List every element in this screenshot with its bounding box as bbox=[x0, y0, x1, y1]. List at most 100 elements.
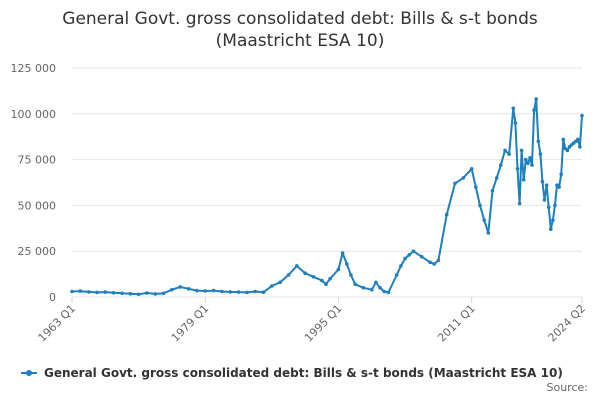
data-point[interactable] bbox=[557, 185, 561, 189]
legend-point-marker bbox=[26, 370, 32, 376]
data-point[interactable] bbox=[436, 258, 441, 263]
data-point[interactable] bbox=[474, 185, 478, 189]
data-point[interactable] bbox=[559, 172, 563, 177]
legend[interactable]: General Govt. gross consolidated debt: B… bbox=[21, 366, 563, 380]
data-point[interactable] bbox=[532, 108, 536, 112]
data-point[interactable] bbox=[324, 282, 328, 287]
data-point[interactable] bbox=[530, 163, 534, 167]
data-point[interactable] bbox=[145, 291, 149, 295]
data-point[interactable] bbox=[538, 152, 543, 156]
data-point[interactable] bbox=[303, 271, 307, 276]
data-point[interactable] bbox=[524, 157, 528, 162]
data-point[interactable] bbox=[111, 291, 116, 295]
data-point[interactable] bbox=[544, 183, 549, 187]
data-point[interactable] bbox=[203, 289, 207, 293]
data-point[interactable] bbox=[528, 156, 532, 160]
data-point[interactable] bbox=[161, 291, 166, 296]
data-point[interactable] bbox=[580, 113, 584, 118]
data-point[interactable] bbox=[186, 287, 191, 291]
data-point[interactable] bbox=[461, 176, 466, 180]
data-point[interactable] bbox=[382, 289, 387, 294]
data-point[interactable] bbox=[103, 290, 108, 294]
data-point[interactable] bbox=[295, 264, 299, 268]
data-point[interactable] bbox=[432, 262, 437, 266]
data-point[interactable] bbox=[494, 176, 499, 180]
data-point[interactable] bbox=[453, 181, 457, 186]
data-point[interactable] bbox=[128, 291, 133, 296]
data-point[interactable] bbox=[542, 198, 547, 202]
data-point[interactable] bbox=[419, 254, 424, 259]
data-point[interactable] bbox=[349, 273, 353, 277]
data-point[interactable] bbox=[220, 289, 224, 294]
data-point[interactable] bbox=[490, 188, 495, 193]
data-point[interactable] bbox=[549, 227, 553, 231]
data-point[interactable] bbox=[517, 201, 522, 206]
x-tick-label: 1963 Q1 bbox=[36, 302, 79, 345]
data-point[interactable] bbox=[70, 289, 74, 294]
data-point[interactable] bbox=[340, 251, 345, 255]
data-point[interactable] bbox=[507, 152, 511, 156]
data-point[interactable] bbox=[399, 264, 403, 268]
data-point[interactable] bbox=[515, 167, 520, 171]
data-point[interactable] bbox=[253, 289, 257, 294]
data-point[interactable] bbox=[361, 286, 366, 290]
data-point[interactable] bbox=[536, 139, 541, 144]
data-point[interactable] bbox=[482, 218, 487, 222]
data-point[interactable] bbox=[328, 276, 332, 281]
data-point[interactable] bbox=[370, 287, 374, 292]
data-point[interactable] bbox=[228, 290, 232, 294]
data-point[interactable] bbox=[444, 212, 449, 217]
series-line bbox=[71, 98, 583, 296]
data-point[interactable] bbox=[503, 148, 507, 153]
data-point[interactable] bbox=[553, 203, 557, 208]
data-point[interactable] bbox=[521, 178, 526, 182]
data-point[interactable] bbox=[236, 290, 241, 294]
data-point[interactable] bbox=[120, 291, 124, 296]
data-point[interactable] bbox=[534, 97, 538, 101]
data-point[interactable] bbox=[428, 260, 432, 265]
data-point[interactable] bbox=[499, 163, 503, 167]
data-point[interactable] bbox=[153, 292, 158, 296]
data-point[interactable] bbox=[136, 292, 141, 297]
data-point[interactable] bbox=[540, 179, 545, 184]
data-point[interactable] bbox=[195, 288, 199, 293]
data-point[interactable] bbox=[469, 167, 474, 171]
data-point[interactable] bbox=[561, 137, 566, 142]
y-tick-label: 100 000 bbox=[11, 108, 57, 121]
data-point[interactable] bbox=[245, 290, 249, 295]
data-point[interactable] bbox=[386, 290, 391, 295]
data-point[interactable] bbox=[403, 256, 407, 261]
data-point[interactable] bbox=[394, 273, 399, 277]
data-point[interactable] bbox=[261, 290, 266, 295]
data-point[interactable] bbox=[576, 137, 580, 142]
data-point[interactable] bbox=[353, 282, 357, 287]
data-point[interactable] bbox=[374, 280, 378, 285]
data-point[interactable] bbox=[513, 121, 518, 125]
data-point[interactable] bbox=[78, 289, 83, 293]
data-point[interactable] bbox=[378, 286, 382, 290]
data-point[interactable] bbox=[565, 148, 570, 153]
data-point[interactable] bbox=[526, 161, 530, 166]
data-point[interactable] bbox=[345, 262, 349, 266]
data-point[interactable] bbox=[286, 273, 291, 277]
data-point[interactable] bbox=[270, 284, 274, 288]
data-point[interactable] bbox=[278, 280, 283, 285]
data-point[interactable] bbox=[411, 249, 416, 253]
data-point[interactable] bbox=[211, 288, 216, 293]
data-point[interactable] bbox=[320, 278, 324, 283]
data-point[interactable] bbox=[486, 231, 491, 235]
data-point[interactable] bbox=[311, 275, 316, 279]
chart-title-line-2: (Maastricht ESA 10) bbox=[216, 31, 385, 51]
data-point[interactable] bbox=[478, 203, 482, 208]
data-point[interactable] bbox=[578, 145, 582, 149]
data-point[interactable] bbox=[336, 267, 341, 272]
data-point[interactable] bbox=[551, 218, 555, 222]
data-point[interactable] bbox=[95, 290, 99, 295]
data-point[interactable] bbox=[511, 106, 516, 111]
data-point[interactable] bbox=[86, 290, 91, 294]
data-point[interactable] bbox=[178, 285, 182, 289]
data-point[interactable] bbox=[170, 287, 174, 292]
data-point[interactable] bbox=[407, 253, 412, 257]
data-point[interactable] bbox=[519, 148, 524, 153]
data-point[interactable] bbox=[546, 205, 551, 209]
